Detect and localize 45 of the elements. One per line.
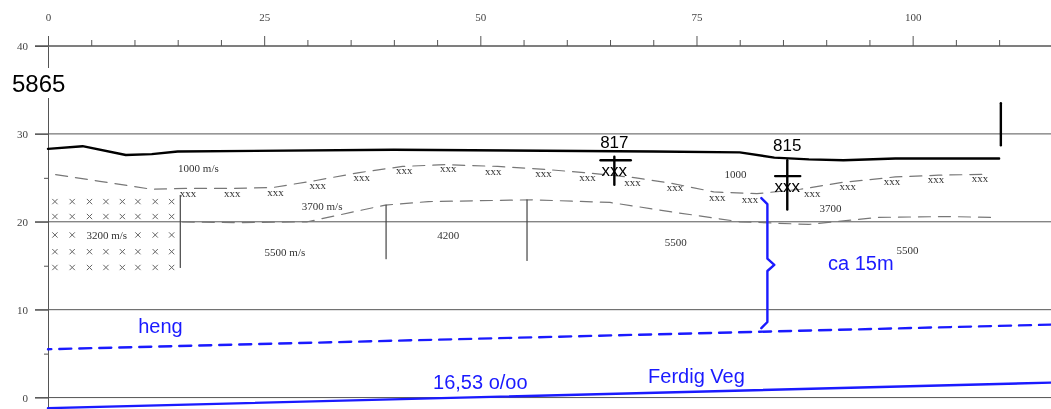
annotation: xxx bbox=[804, 187, 822, 200]
x-tick-label: 75 bbox=[691, 11, 703, 24]
x-tick-label: 100 bbox=[904, 11, 922, 24]
annotation: 3700 bbox=[819, 202, 843, 215]
y-tick-label: 20 bbox=[17, 215, 29, 228]
annotation: xxx bbox=[839, 180, 857, 193]
annotation: heng bbox=[138, 315, 183, 338]
annotation: xxx bbox=[440, 162, 458, 175]
annotation: xxx bbox=[179, 187, 197, 200]
annotation: xxx bbox=[223, 187, 241, 200]
y-tick-label: 10 bbox=[17, 303, 29, 316]
annotation: 16,53 o/oo bbox=[433, 370, 528, 393]
annotation: xxx bbox=[353, 171, 371, 184]
annotation: 4200 bbox=[437, 229, 460, 242]
annotation: xxx bbox=[267, 186, 285, 199]
y-tick-label: 40 bbox=[17, 40, 29, 53]
annotation: ca 15m bbox=[827, 252, 894, 275]
x-tick-label: 50 bbox=[475, 11, 487, 24]
annotation: xxx bbox=[927, 173, 945, 186]
annotation: xxx bbox=[535, 166, 553, 179]
annotation: xxx bbox=[666, 180, 684, 193]
annotation: 3700 m/s bbox=[301, 200, 343, 213]
y-tick-label: 30 bbox=[17, 127, 29, 140]
annotation: 5500 bbox=[896, 244, 919, 257]
annotation: Ferdig Veg bbox=[648, 364, 745, 387]
annotation: xxx bbox=[579, 171, 597, 184]
annotation: xxx bbox=[883, 174, 901, 187]
annotation: 1000 bbox=[724, 167, 747, 180]
annotation: xxx bbox=[741, 193, 759, 206]
x-tick-label: 25 bbox=[259, 11, 271, 24]
annotation: 5500 m/s bbox=[264, 245, 306, 258]
annotation: 5500 bbox=[664, 236, 688, 249]
annotation: xxx bbox=[309, 179, 327, 192]
annotation: 817 bbox=[600, 133, 629, 153]
annotation: 1000 m/s bbox=[178, 162, 219, 175]
annotation: xxx bbox=[708, 190, 726, 203]
annotation: xxx bbox=[485, 165, 503, 178]
annotation: 3200 m/s bbox=[86, 229, 128, 242]
text: 5865 bbox=[12, 70, 66, 97]
y-tick-label: 0 bbox=[22, 391, 29, 404]
annotation: xxx bbox=[624, 175, 642, 188]
x-tick-label: 0 bbox=[45, 11, 52, 24]
annotation: 815 bbox=[773, 135, 802, 155]
annotation: xxx bbox=[971, 172, 989, 185]
annotation: xxx bbox=[395, 164, 413, 177]
